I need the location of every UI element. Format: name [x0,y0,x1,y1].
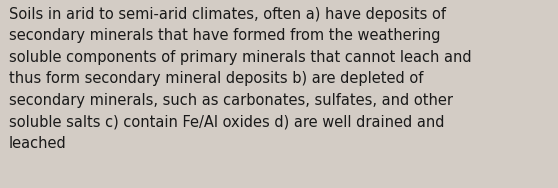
Text: Soils in arid to semi-arid climates, often a) have deposits of
secondary mineral: Soils in arid to semi-arid climates, oft… [9,7,472,151]
